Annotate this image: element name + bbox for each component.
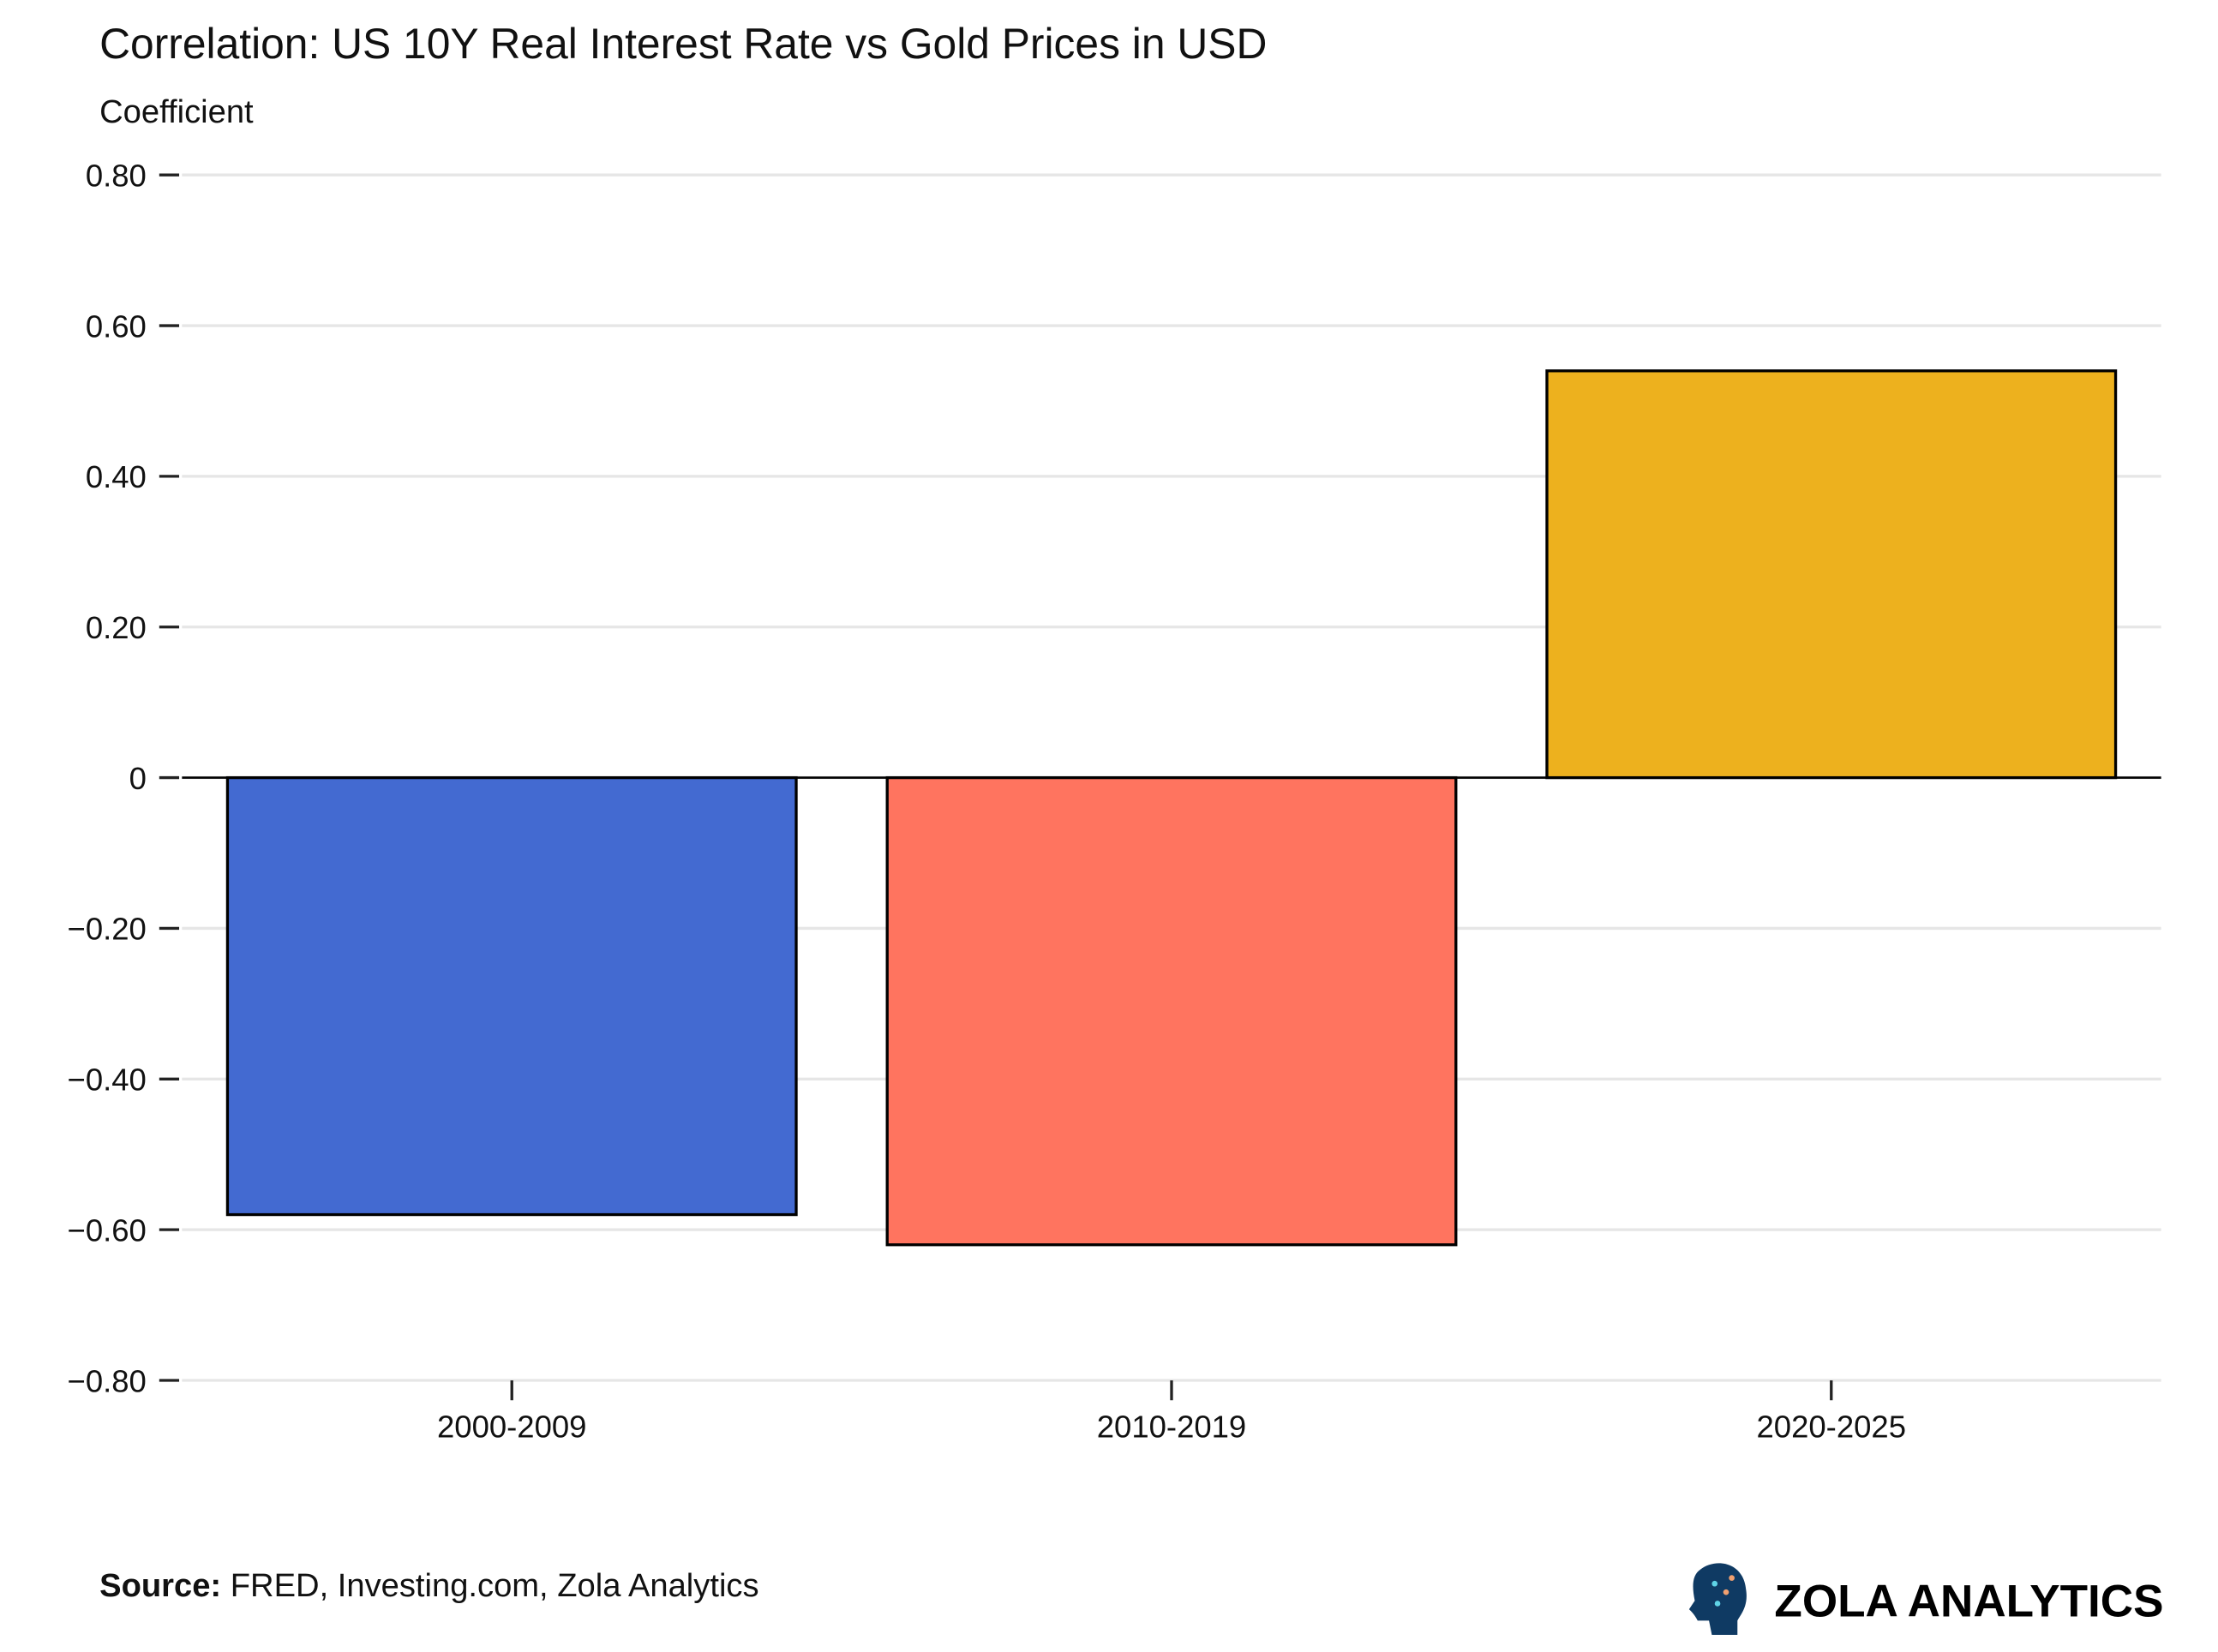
bar	[885, 775, 1458, 1247]
x-tick-label: 2010-2019	[1097, 1409, 1246, 1444]
brain-logo-icon	[1688, 1563, 1747, 1635]
bar	[225, 775, 798, 1217]
chart-subtitle: Coefficient	[99, 93, 254, 130]
chart-title: Correlation: US 10Y Real Interest Rate v…	[99, 20, 1267, 68]
source-text: FRED, Investing.com, Zola Analytics	[221, 1567, 758, 1604]
x-tick-label: 2000-2009	[437, 1409, 586, 1444]
bars	[225, 369, 2118, 1247]
y-tick-label: −0.60	[68, 1212, 147, 1248]
bar	[1545, 369, 2118, 780]
y-tick-label: −0.40	[68, 1062, 147, 1098]
y-tick-label: 0.40	[86, 459, 147, 494]
y-tick-label: 0.60	[86, 308, 147, 344]
y-tick-label: 0.80	[86, 158, 147, 193]
y-tick-label: 0.20	[86, 610, 147, 645]
y-tick-label: −0.20	[68, 912, 147, 947]
x-axis: 2000-2009 2010-2019 2020-2025	[437, 1380, 1906, 1444]
y-tick-label: −0.80	[68, 1363, 147, 1398]
y-axis: 0.80 0.60 0.40 0.20 0 −0.20 −0.40 −0.60 −0.80	[68, 158, 180, 1398]
source-label: Source:	[99, 1567, 221, 1604]
y-tick-label: 0	[129, 761, 147, 796]
x-tick-label: 2020-2025	[1757, 1409, 1906, 1444]
source-note: Source: FRED, Investing.com, Zola Analyt…	[99, 1567, 758, 1604]
brand-name: ZOLA ANALYTICS	[1774, 1576, 2163, 1626]
